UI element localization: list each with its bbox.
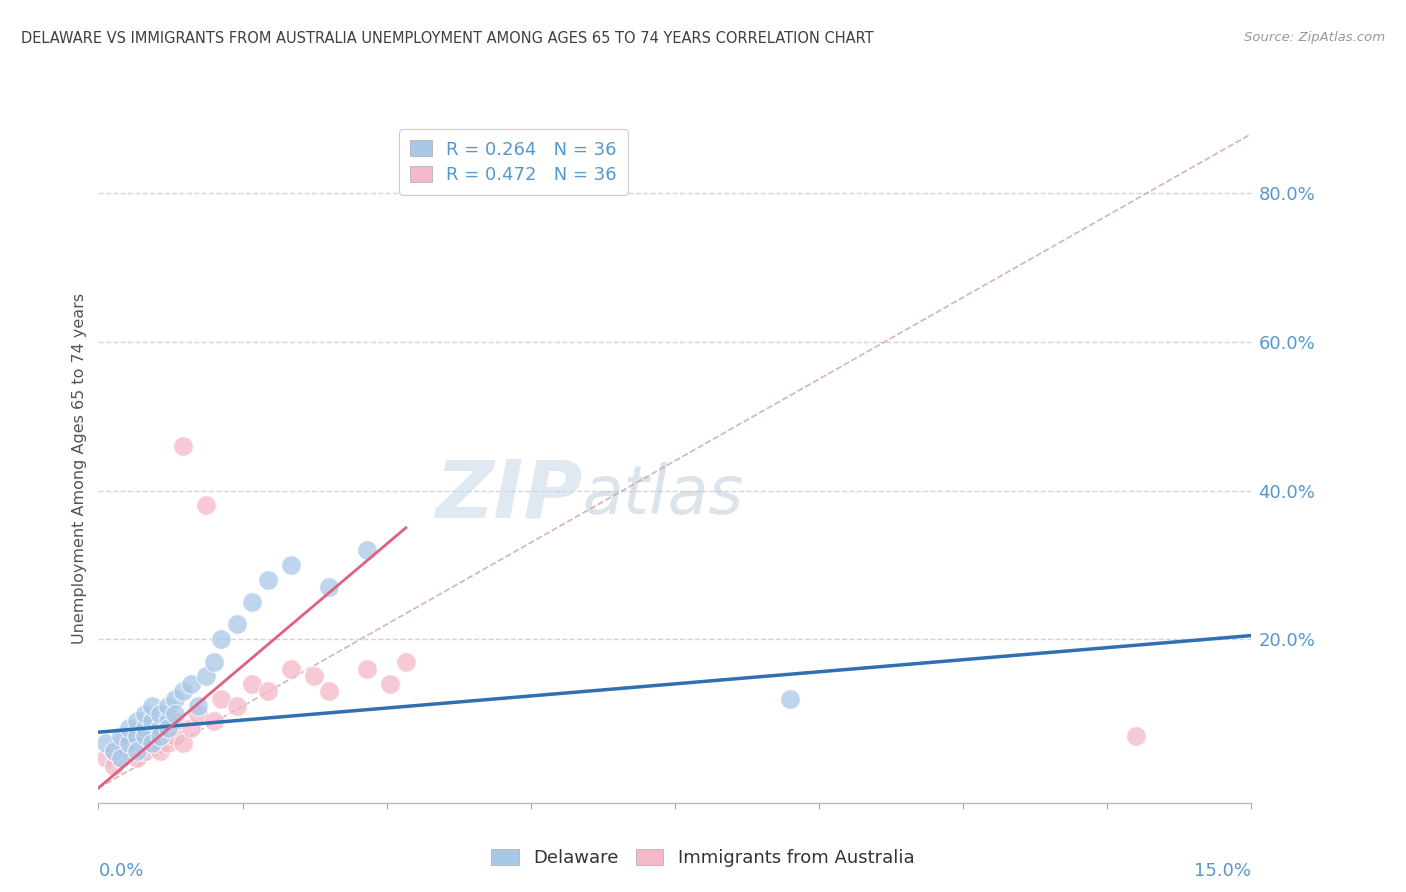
Point xyxy=(165,691,187,706)
Point xyxy=(165,706,187,721)
Point xyxy=(141,714,163,728)
Point xyxy=(110,736,132,750)
Point xyxy=(103,744,125,758)
Point xyxy=(134,729,156,743)
Point xyxy=(141,736,163,750)
Point xyxy=(118,729,141,743)
Point xyxy=(141,699,163,714)
Point xyxy=(110,751,132,765)
Text: 15.0%: 15.0% xyxy=(1194,863,1251,880)
Point xyxy=(110,729,132,743)
Point xyxy=(356,662,378,676)
Point xyxy=(118,736,141,750)
Text: atlas: atlas xyxy=(582,462,744,528)
Point xyxy=(141,736,163,750)
Point xyxy=(125,736,148,750)
Point xyxy=(94,751,117,765)
Point xyxy=(395,655,418,669)
Y-axis label: Unemployment Among Ages 65 to 74 years: Unemployment Among Ages 65 to 74 years xyxy=(72,293,87,644)
Text: Source: ZipAtlas.com: Source: ZipAtlas.com xyxy=(1244,31,1385,45)
Point xyxy=(202,655,225,669)
Point xyxy=(149,706,172,721)
Point xyxy=(225,699,247,714)
Point xyxy=(240,595,263,609)
Text: 0.0%: 0.0% xyxy=(98,863,143,880)
Point xyxy=(118,744,141,758)
Point xyxy=(156,722,179,736)
Point xyxy=(280,662,302,676)
Legend: Delaware, Immigrants from Australia: Delaware, Immigrants from Australia xyxy=(484,841,922,874)
Point xyxy=(209,691,232,706)
Point xyxy=(149,744,172,758)
Point xyxy=(134,706,156,721)
Point xyxy=(195,499,218,513)
Text: DELAWARE VS IMMIGRANTS FROM AUSTRALIA UNEMPLOYMENT AMONG AGES 65 TO 74 YEARS COR: DELAWARE VS IMMIGRANTS FROM AUSTRALIA UN… xyxy=(21,31,873,46)
Point xyxy=(187,699,209,714)
Point xyxy=(180,677,202,691)
Point xyxy=(225,617,247,632)
Point xyxy=(187,706,209,721)
Point xyxy=(165,714,187,728)
Point xyxy=(149,729,172,743)
Point xyxy=(280,558,302,572)
Point xyxy=(172,684,194,698)
Point xyxy=(195,669,218,683)
Point xyxy=(156,722,179,736)
Point xyxy=(779,691,801,706)
Point xyxy=(156,736,179,750)
Point xyxy=(149,722,172,736)
Text: ZIP: ZIP xyxy=(436,456,582,534)
Point xyxy=(125,714,148,728)
Point xyxy=(172,736,194,750)
Point xyxy=(209,632,232,647)
Point xyxy=(149,729,172,743)
Point xyxy=(202,714,225,728)
Point xyxy=(380,677,402,691)
Point xyxy=(156,699,179,714)
Point xyxy=(134,744,156,758)
Legend: R = 0.264   N = 36, R = 0.472   N = 36: R = 0.264 N = 36, R = 0.472 N = 36 xyxy=(399,129,627,194)
Point xyxy=(110,751,132,765)
Point xyxy=(256,684,278,698)
Point xyxy=(141,722,163,736)
Point xyxy=(125,751,148,765)
Point xyxy=(125,729,148,743)
Point xyxy=(180,722,202,736)
Point xyxy=(165,729,187,743)
Point xyxy=(125,744,148,758)
Point xyxy=(240,677,263,691)
Point xyxy=(103,744,125,758)
Point xyxy=(172,439,194,453)
Point xyxy=(134,729,156,743)
Point xyxy=(1125,729,1147,743)
Point xyxy=(302,669,325,683)
Point xyxy=(318,684,340,698)
Point xyxy=(94,736,117,750)
Point xyxy=(156,714,179,728)
Point xyxy=(256,573,278,587)
Point xyxy=(103,758,125,772)
Point xyxy=(134,722,156,736)
Point xyxy=(118,722,141,736)
Point xyxy=(356,543,378,558)
Point xyxy=(318,580,340,594)
